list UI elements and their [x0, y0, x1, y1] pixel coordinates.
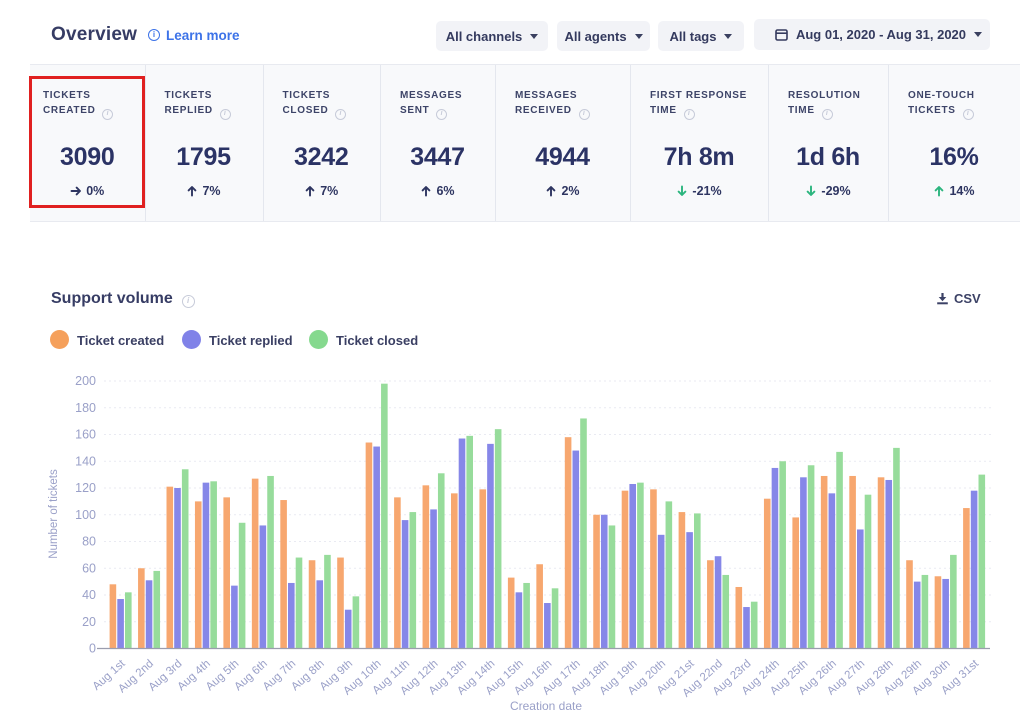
svg-text:40: 40 [82, 588, 96, 602]
svg-text:140: 140 [75, 454, 96, 468]
svg-text:120: 120 [75, 481, 96, 495]
svg-text:60: 60 [82, 561, 96, 575]
svg-text:100: 100 [75, 508, 96, 522]
svg-text:160: 160 [75, 428, 96, 442]
svg-text:80: 80 [82, 535, 96, 549]
svg-text:200: 200 [75, 374, 96, 388]
svg-text:Creation date: Creation date [510, 699, 582, 713]
svg-text:180: 180 [75, 401, 96, 415]
svg-text:Number of tickets: Number of tickets [48, 469, 60, 559]
svg-text:0: 0 [89, 642, 96, 656]
svg-text:20: 20 [82, 615, 96, 629]
